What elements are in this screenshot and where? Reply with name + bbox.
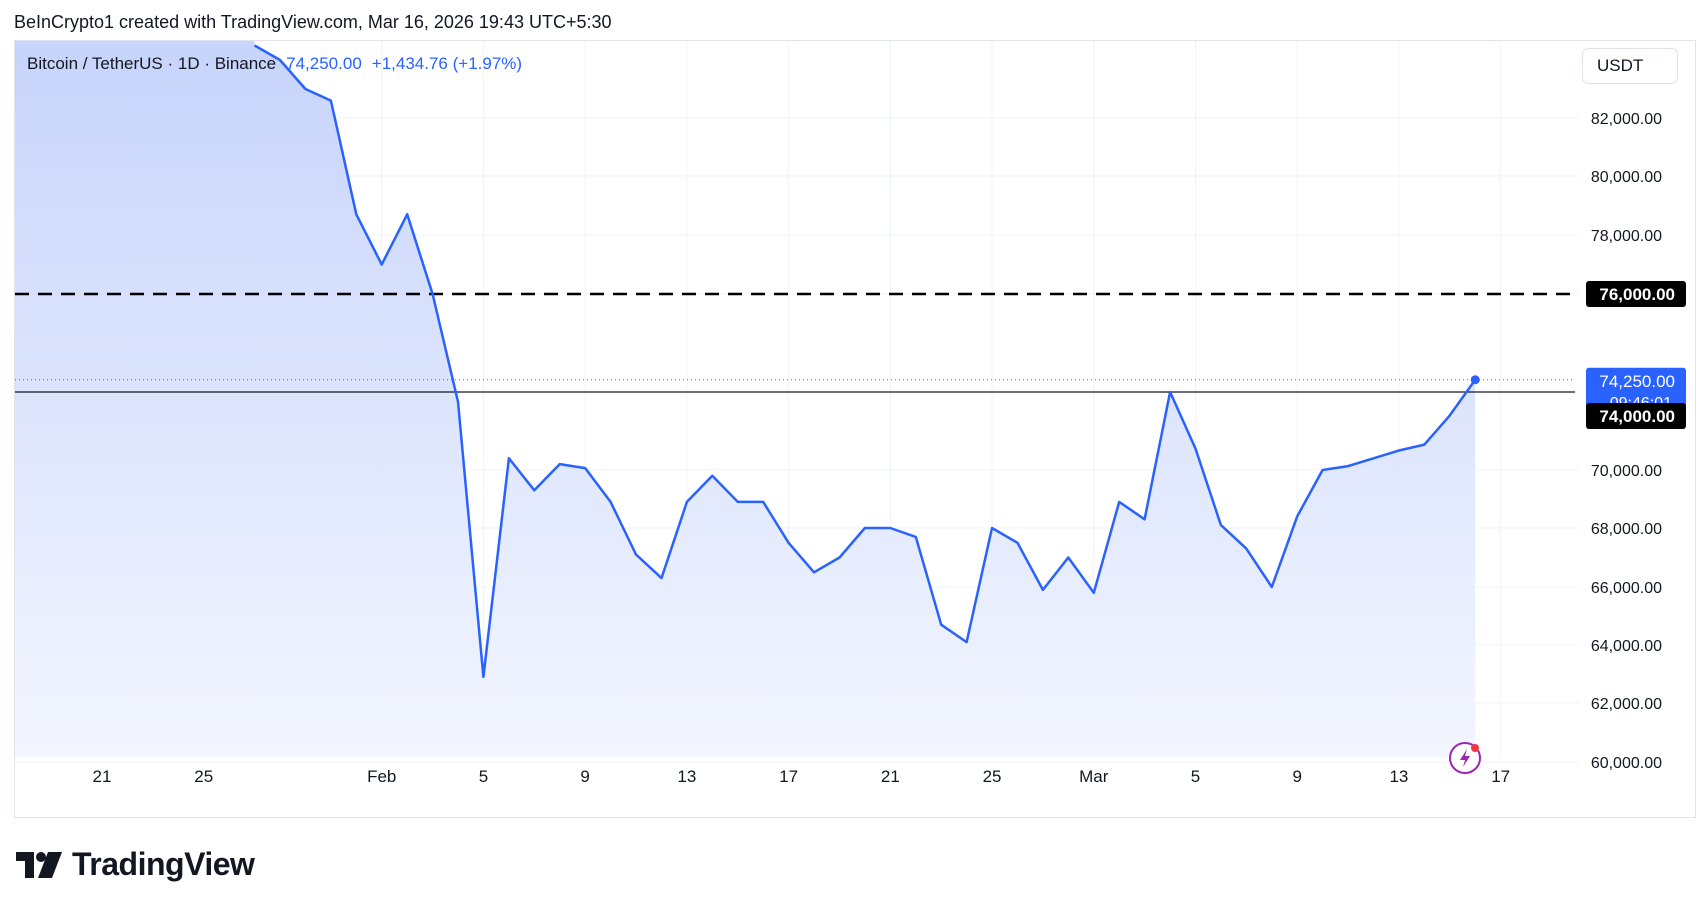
y-tick-label: 60,000.00	[1591, 755, 1662, 772]
brand-name: TradingView	[72, 846, 255, 882]
y-tick-label: 62,000.00	[1591, 696, 1662, 713]
legend-price: 74,250.00	[286, 54, 362, 73]
y-tick-label: 68,000.00	[1591, 521, 1662, 538]
x-tick-label: 21	[93, 767, 112, 786]
x-tick-label: 9	[1292, 767, 1301, 786]
price-line	[253, 44, 1477, 679]
chart-legend: Bitcoin / TetherUS · 1D · Binance 74,250…	[27, 54, 522, 74]
legend-change: +1,434.76 (+1.97%)	[371, 54, 523, 73]
last-price-text: 74,250.00	[1599, 372, 1675, 391]
price-level-tag: 76,000.00	[1586, 281, 1686, 307]
chart-caption: BeInCrypto1 created with TradingView.com…	[14, 12, 612, 32]
y-tick-label: 82,000.00	[1591, 111, 1662, 128]
flash-icon[interactable]	[1449, 742, 1481, 774]
y-tick-label: 64,000.00	[1591, 638, 1662, 655]
x-tick-label: 17	[1491, 767, 1510, 786]
x-tick-label: 13	[1389, 767, 1408, 786]
chart-frame	[14, 40, 1696, 818]
x-tick-label: 9	[580, 767, 589, 786]
x-tick-label: 5	[1191, 767, 1200, 786]
y-tick-label: 78,000.00	[1591, 228, 1662, 245]
price-level-tag: 74,000.00	[1586, 403, 1686, 429]
x-tick-label: Feb	[367, 767, 396, 786]
x-tick-label: Mar	[1079, 767, 1109, 786]
tradingview-logo[interactable]: TradingView	[16, 846, 255, 883]
y-tick-label: 80,000.00	[1591, 169, 1662, 186]
x-tick-label: 25	[983, 767, 1002, 786]
price-area	[15, 41, 1476, 757]
x-tick-label: 25	[194, 767, 213, 786]
x-tick-label: 5	[479, 767, 488, 786]
x-tick-label: 17	[779, 767, 798, 786]
currency-button[interactable]: USDT	[1582, 48, 1678, 84]
y-tick-label: 66,000.00	[1591, 580, 1662, 597]
price-level-text: 76,000.00	[1599, 285, 1675, 304]
price-level-text: 74,000.00	[1599, 407, 1675, 426]
x-tick-label: 13	[677, 767, 696, 786]
symbol-label[interactable]: Bitcoin / TetherUS · 1D · Binance	[27, 54, 277, 73]
y-tick-label: 70,000.00	[1591, 463, 1662, 480]
last-price-dot	[1470, 375, 1480, 385]
x-tick-label: 21	[881, 767, 900, 786]
tradingview-logo-icon	[16, 851, 62, 878]
